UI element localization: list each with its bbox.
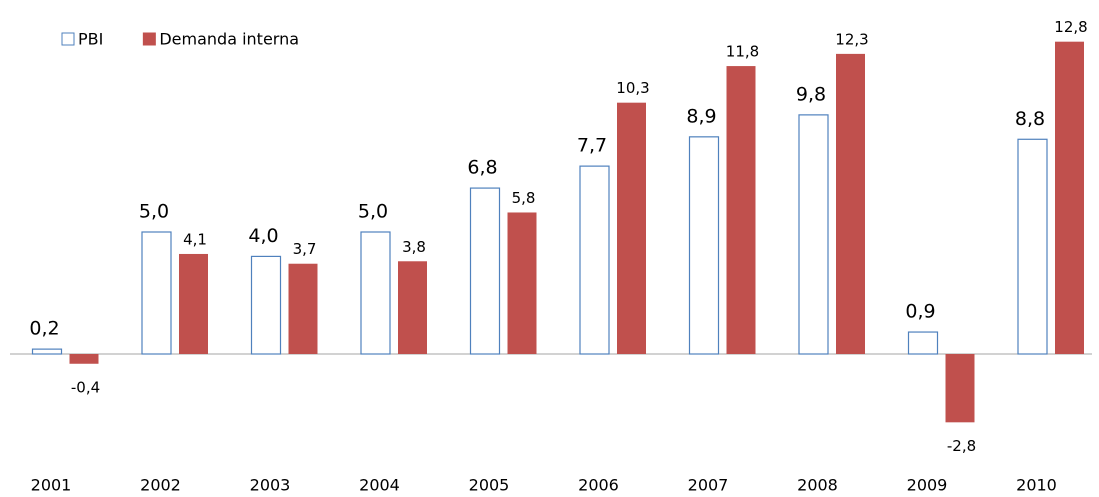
- bar: [1017, 138, 1048, 355]
- bar: [836, 53, 865, 354]
- data-label: 4,1: [183, 230, 207, 248]
- data-label: 0,9: [905, 301, 935, 323]
- bar: [688, 136, 720, 355]
- x-tick-label: 2003: [250, 476, 291, 495]
- x-tick-label: 2010: [1016, 476, 1057, 495]
- bar: [907, 331, 939, 355]
- data-label: 12,3: [835, 30, 868, 48]
- data-label: 5,0: [139, 201, 169, 223]
- bar: [945, 354, 975, 423]
- bar: [617, 102, 646, 355]
- x-tick-label: 2004: [359, 476, 400, 495]
- bar: [69, 354, 99, 364]
- x-tick-label: 2009: [907, 476, 948, 495]
- data-label: 6,8: [467, 157, 497, 179]
- x-tick-label: 2007: [688, 476, 729, 495]
- bar: [507, 212, 537, 354]
- bar: [31, 348, 63, 355]
- legend-label: PBI: [78, 30, 103, 49]
- data-label: 3,7: [293, 240, 317, 258]
- x-tick-label: 2006: [578, 476, 619, 495]
- data-label: 5,0: [358, 201, 388, 223]
- x-tick-label: 2002: [140, 476, 181, 495]
- data-label: 9,8: [796, 83, 826, 105]
- legend-swatch: [61, 32, 75, 46]
- bar: [141, 231, 172, 355]
- legend-label: Demanda interna: [159, 30, 299, 49]
- x-tick-label: 2005: [469, 476, 510, 495]
- bar: [250, 255, 282, 355]
- bar: [469, 187, 501, 355]
- data-label: 11,8: [726, 43, 759, 61]
- data-label: 5,8: [512, 189, 536, 207]
- data-label: 10,3: [616, 79, 649, 97]
- data-label: 0,2: [29, 318, 59, 340]
- bar: [398, 261, 427, 354]
- data-label: 7,7: [577, 135, 607, 157]
- x-tick-label: 2001: [31, 476, 72, 495]
- data-label: 3,8: [402, 238, 426, 256]
- legend-swatch: [142, 32, 156, 46]
- bar: [360, 231, 391, 355]
- bar: [798, 114, 829, 355]
- data-label: 12,8: [1054, 18, 1087, 36]
- data-label: 4,0: [248, 225, 278, 247]
- bar: [288, 263, 318, 354]
- data-label: -2,8: [947, 437, 976, 455]
- data-label: 8,9: [686, 105, 716, 127]
- x-tick-label: 2008: [797, 476, 838, 495]
- bar: [179, 253, 208, 354]
- data-label: -0,4: [71, 378, 100, 396]
- bar: [726, 66, 756, 354]
- bar: [579, 165, 610, 355]
- bar: [1055, 41, 1084, 355]
- data-label: 8,8: [1015, 108, 1045, 130]
